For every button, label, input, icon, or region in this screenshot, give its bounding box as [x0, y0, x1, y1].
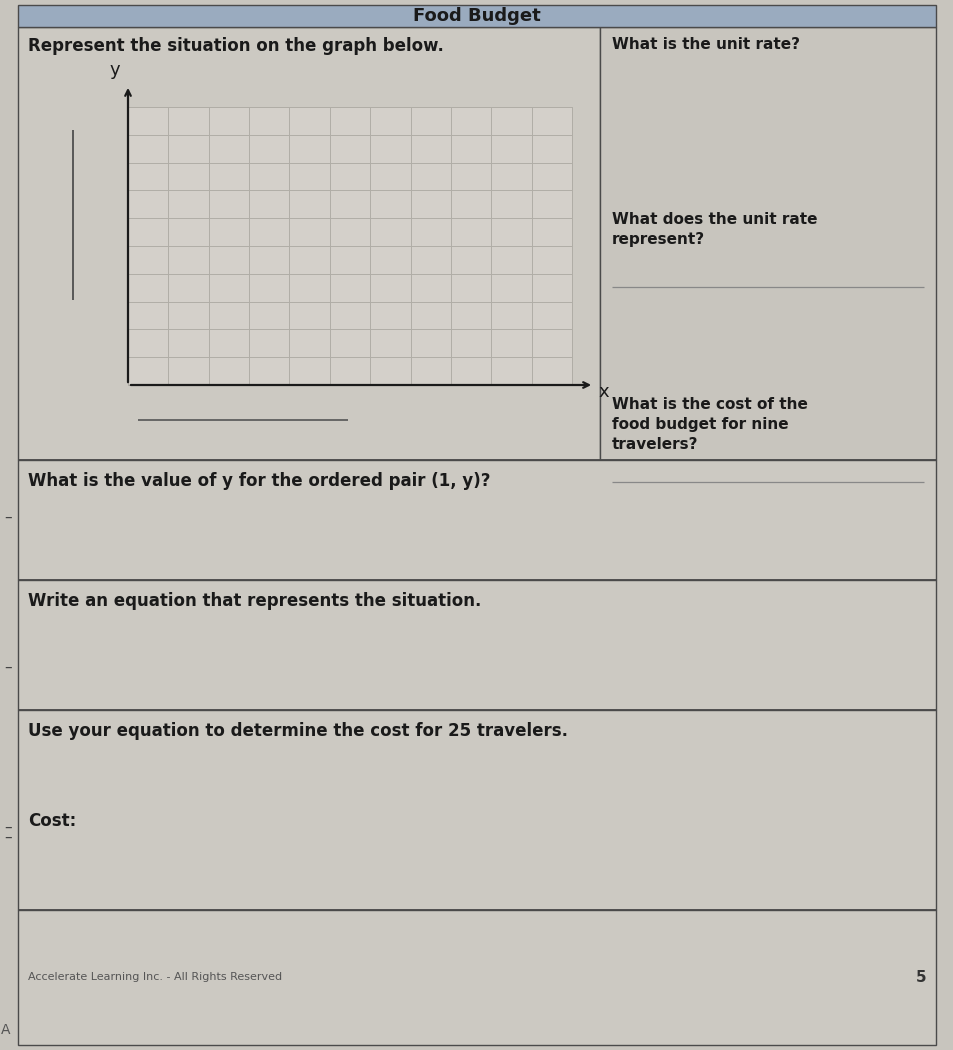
Text: Represent the situation on the graph below.: Represent the situation on the graph bel…: [28, 37, 443, 55]
Bar: [18, 27, 599, 460]
Bar: [128, 107, 572, 385]
Text: What is the cost of the
food budget for nine
travelers?: What is the cost of the food budget for …: [612, 397, 807, 451]
Bar: [18, 5, 935, 27]
Text: y: y: [110, 61, 120, 79]
Text: –: –: [4, 820, 11, 835]
Bar: [18, 910, 935, 1045]
Text: Use your equation to determine the cost for 25 travelers.: Use your equation to determine the cost …: [28, 722, 567, 740]
Bar: [18, 580, 935, 710]
Bar: [18, 710, 935, 910]
Text: What is the value of y for the ordered pair (1, y)?: What is the value of y for the ordered p…: [28, 472, 490, 490]
Text: –: –: [4, 660, 11, 675]
Text: Cost:: Cost:: [28, 812, 76, 830]
Text: –: –: [4, 830, 11, 845]
Text: What is the unit rate?: What is the unit rate?: [612, 37, 800, 52]
Text: Write an equation that represents the situation.: Write an equation that represents the si…: [28, 592, 481, 610]
Text: –: –: [4, 510, 11, 525]
Bar: [599, 27, 935, 460]
Text: Accelerate Learning Inc. - All Rights Reserved: Accelerate Learning Inc. - All Rights Re…: [28, 972, 282, 983]
Bar: [18, 460, 935, 580]
Text: Food Budget: Food Budget: [413, 7, 540, 25]
Text: x: x: [598, 383, 608, 401]
Text: A: A: [1, 1023, 10, 1037]
Text: 5: 5: [915, 970, 925, 985]
Text: What does the unit rate
represent?: What does the unit rate represent?: [612, 212, 817, 247]
